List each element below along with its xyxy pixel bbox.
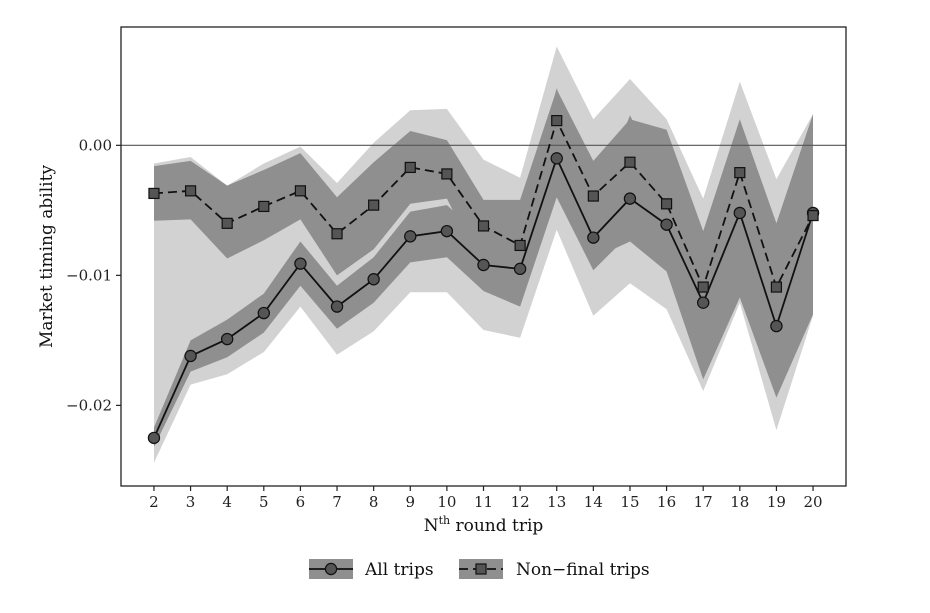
- x-tick-label: 11: [474, 493, 493, 511]
- point-all-trips: [733, 206, 747, 220]
- point-non-final-trips: [258, 200, 270, 213]
- point-non-final-trips: [221, 217, 233, 229]
- x-tick-label: 12: [511, 493, 530, 511]
- legend-label-non-final-trips: Non−final trips: [516, 560, 650, 580]
- point-all-trips: [367, 273, 380, 286]
- point-non-final-trips: [551, 115, 563, 127]
- point-non-final-trips: [441, 168, 453, 180]
- point-all-trips: [696, 296, 710, 309]
- point-non-final-trips: [184, 185, 197, 197]
- legend-item-all-trips: All trips: [309, 559, 434, 580]
- point-all-trips: [330, 300, 344, 313]
- point-all-trips: [257, 306, 271, 320]
- x-tick-label: 16: [657, 493, 676, 511]
- ci-band-inner-non-final-trips: [154, 89, 813, 398]
- point-all-trips: [184, 349, 197, 363]
- x-tick-label: 10: [437, 493, 456, 511]
- y-tick-label: −0.02: [66, 396, 112, 414]
- x-tick-label: 7: [332, 493, 342, 511]
- point-non-final-trips: [514, 239, 526, 252]
- legend-label-all-trips: All trips: [364, 560, 434, 580]
- legend: All trips Non−final trips: [309, 559, 650, 580]
- point-all-trips: [404, 230, 417, 243]
- point-non-final-trips: [770, 281, 783, 293]
- x-axis-title: Nth round trip: [424, 514, 544, 536]
- x-axis: 2 3 4 5 6 7 8 9 10 11 12 13 14 15 16 17 18 19 20: [149, 486, 823, 511]
- point-all-trips: [440, 224, 454, 238]
- point-all-trips: [477, 258, 490, 272]
- x-tick-label: 4: [222, 493, 232, 511]
- x-tick-label: 5: [259, 493, 269, 511]
- point-all-trips: [770, 319, 783, 333]
- x-tick-label: 14: [584, 493, 603, 511]
- point-all-trips: [587, 231, 600, 244]
- point-all-trips: [660, 218, 673, 231]
- y-tick-label: 0.00: [79, 136, 112, 154]
- x-axis-title-superscript: th: [439, 514, 451, 527]
- point-non-final-trips: [807, 209, 819, 222]
- point-all-trips: [513, 262, 527, 276]
- x-axis-title-rest: round trip: [450, 516, 543, 536]
- point-non-final-trips: [404, 161, 416, 174]
- y-axis-title: Market timing ability: [37, 165, 57, 348]
- x-tick-label: 20: [803, 493, 822, 511]
- point-all-trips: [550, 152, 563, 165]
- point-non-final-trips: [148, 187, 160, 200]
- x-tick-label: 17: [694, 493, 713, 511]
- x-tick-label: 18: [730, 493, 749, 511]
- x-tick-label: 19: [767, 493, 786, 511]
- point-non-final-trips: [697, 281, 709, 293]
- confidence-bands: [154, 46, 813, 463]
- y-axis: −0.02 −0.01 0.00: [66, 136, 121, 414]
- y-tick-label: −0.01: [66, 266, 112, 284]
- x-tick-label: 3: [186, 493, 196, 511]
- point-non-final-trips: [624, 156, 636, 168]
- x-tick-label: 15: [620, 493, 639, 511]
- legend-marker-circle: [324, 562, 338, 576]
- x-tick-label: 9: [405, 493, 415, 511]
- x-tick-label: 2: [149, 493, 159, 511]
- point-non-final-trips: [660, 198, 673, 210]
- point-non-final-trips: [294, 185, 307, 197]
- legend-item-non-final-trips: Non−final trips: [459, 559, 650, 580]
- legend-marker-square: [475, 563, 487, 575]
- x-tick-label: 13: [547, 493, 566, 511]
- x-tick-label: 6: [296, 493, 306, 511]
- point-non-final-trips: [477, 220, 490, 232]
- point-all-trips: [623, 192, 637, 205]
- point-all-trips: [147, 431, 161, 445]
- point-non-final-trips: [331, 228, 343, 240]
- point-non-final-trips: [368, 199, 380, 211]
- point-non-final-trips: [587, 190, 599, 202]
- point-all-trips: [220, 332, 234, 346]
- point-all-trips: [294, 257, 307, 270]
- series-markers: [147, 115, 820, 445]
- x-axis-title-base: N: [424, 516, 439, 536]
- point-non-final-trips: [734, 167, 746, 179]
- x-tick-label: 8: [369, 493, 379, 511]
